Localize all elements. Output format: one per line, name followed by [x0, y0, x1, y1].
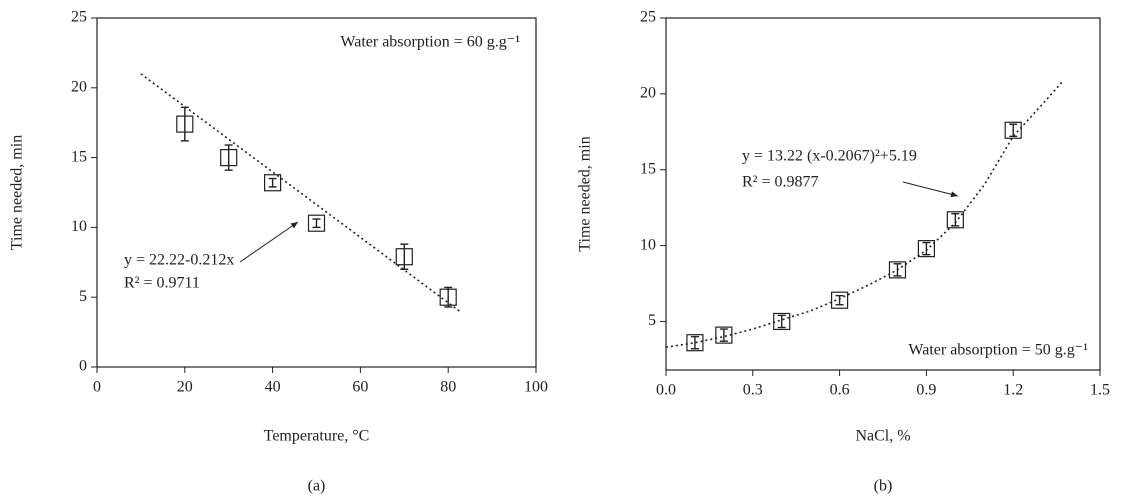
x-tick-label: 100	[524, 379, 548, 396]
point	[176, 115, 194, 133]
y-tick-label: 25	[71, 9, 87, 26]
y-tick-label: 20	[640, 85, 656, 102]
y-axis-label: Time needed, min	[9, 135, 26, 250]
y-tick-label: 15	[71, 148, 87, 165]
y-tick-label: 0	[79, 358, 87, 375]
point	[220, 149, 238, 167]
point	[1004, 121, 1022, 139]
plot-frame	[96, 17, 537, 368]
x-tick-label: 20	[177, 379, 193, 396]
annotation: R² = 0.9877	[742, 174, 819, 191]
annotation: y = 22.22-0.212x	[124, 252, 234, 269]
y-tick-label: 10	[71, 218, 87, 235]
x-tick-label: 0.6	[830, 382, 850, 399]
annotation: Water absorption = 50 g.g⁻¹	[908, 342, 1088, 359]
x-tick-label: 80	[440, 379, 456, 396]
x-tick-label: 40	[265, 379, 281, 396]
plot-frame	[665, 17, 1101, 371]
point	[773, 312, 791, 331]
x-axis-label: Temperature, °C	[264, 428, 370, 445]
annotation: R² = 0.9711	[124, 275, 200, 292]
y-tick-label: 25	[640, 9, 656, 26]
y-tick-label: 20	[71, 78, 87, 95]
x-tick-label: 1.2	[1003, 382, 1023, 399]
panel-label: (a)	[308, 478, 326, 495]
annotation: y = 13.22 (x-0.2067)²+5.19	[742, 148, 917, 165]
annotation: Water absorption = 60 g.g⁻¹	[340, 34, 520, 51]
y-tick-label: 15	[640, 160, 656, 177]
x-tick-label: 0.9	[916, 382, 936, 399]
x-tick-label: 0	[93, 379, 101, 396]
y-axis-label: Time needed, min	[577, 136, 594, 251]
x-tick-label: 60	[352, 379, 368, 396]
point	[830, 291, 849, 309]
point	[264, 174, 282, 192]
y-tick-label: 5	[79, 288, 87, 305]
point	[917, 240, 936, 258]
point	[715, 326, 733, 344]
x-tick-label: 0.0	[656, 382, 676, 399]
y-tick-label: 10	[640, 236, 656, 253]
x-tick-label: 0.3	[743, 382, 763, 399]
point	[888, 261, 907, 279]
point	[946, 211, 964, 229]
panel-label: (b)	[874, 478, 893, 495]
arrow	[239, 221, 299, 263]
point	[307, 214, 326, 232]
fit-line	[665, 81, 1063, 349]
y-tick-label: 5	[648, 312, 656, 329]
x-axis-label: NaCl, %	[855, 428, 910, 445]
fit-line	[140, 73, 462, 314]
x-tick-label: 1.5	[1090, 382, 1110, 399]
point	[686, 334, 704, 352]
arrow	[902, 181, 959, 198]
point	[439, 288, 457, 306]
point	[395, 248, 413, 266]
